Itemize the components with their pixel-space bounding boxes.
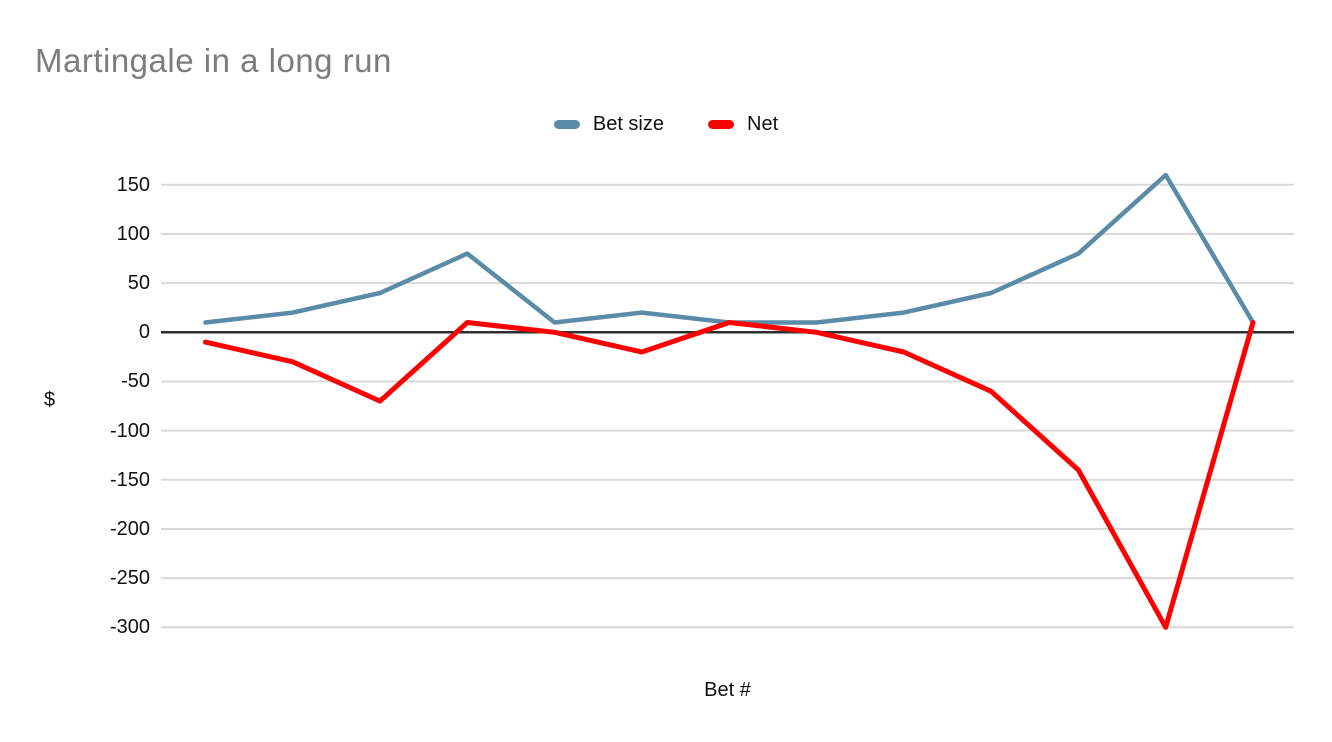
y-tick-label: -300 [109, 616, 150, 639]
y-tick-label: -50 [121, 370, 150, 393]
x-axis-title: Bet # [704, 679, 751, 701]
legend-swatch-icon [553, 119, 580, 129]
chart-title: Martingale in a long run [35, 42, 392, 79]
legend-item-net: Net [708, 113, 778, 136]
y-tick-label: 150 [116, 173, 150, 196]
y-tick-label: 0 [138, 321, 150, 344]
legend-swatch-icon [708, 119, 735, 129]
bet-size-line [203, 172, 1256, 325]
legend-label: Bet size [592, 112, 665, 135]
legend-item-bet-size: Bet size [553, 112, 665, 136]
y-axis-title: $ [44, 389, 56, 411]
y-tick-label: -100 [109, 419, 150, 442]
y-tick-label: -200 [109, 517, 150, 540]
net-line [202, 320, 1256, 630]
y-tick-label: -150 [109, 468, 150, 491]
y-tick-label: 100 [116, 222, 150, 245]
y-tick-label: 50 [127, 272, 150, 295]
legend: Bet size Net [0, 110, 1332, 138]
legend-label: Net [747, 112, 779, 135]
y-tick-label: -250 [109, 567, 150, 590]
